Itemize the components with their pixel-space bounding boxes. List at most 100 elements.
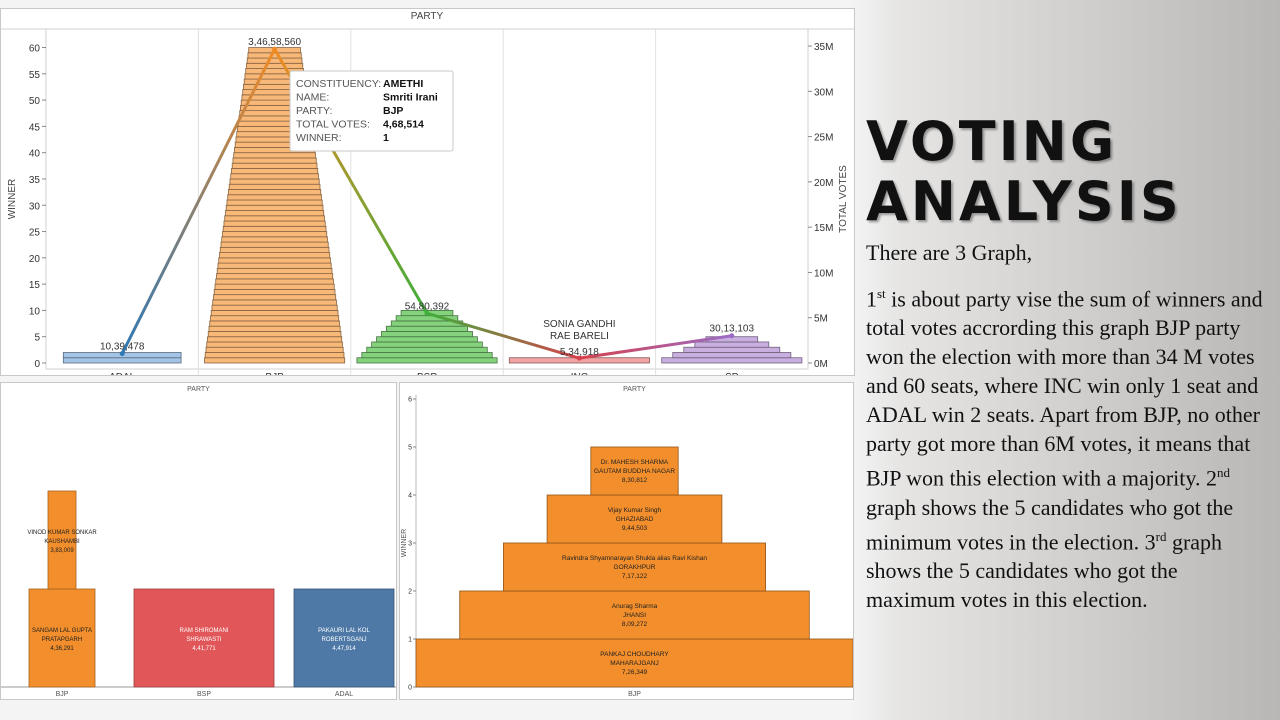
candidate-name: VINOD KUMAR SONKAR	[27, 530, 97, 536]
total-votes-point-adal	[119, 351, 125, 357]
candidate-name: SANGAM LAL GUPTA	[32, 628, 92, 634]
winner-segment-bjp	[232, 157, 317, 164]
y-axis-label: WINNER	[7, 179, 18, 220]
winner-segment-bjp	[220, 241, 329, 248]
x-tick-label: BSP	[197, 691, 211, 698]
total-votes-line-segment	[120, 48, 276, 355]
ordinal-1: 1	[866, 286, 877, 312]
tooltip-value: BJP	[383, 105, 403, 117]
candidate-bar	[503, 542, 767, 592]
vote-label-bjp: 3,46,58,560	[248, 37, 301, 48]
candidate-votes: 7,17,122	[622, 573, 648, 580]
candidate-bar-bsp	[133, 588, 275, 688]
winner-segment-bjp	[246, 62, 304, 69]
vote-label-bsp: 54,80,392	[405, 301, 450, 312]
y-tick-label: 60	[29, 44, 41, 55]
x-tick-label: BJP	[56, 691, 69, 698]
winner-segment-bjp	[229, 178, 320, 185]
tooltip-value: Smriti Irani	[383, 92, 438, 104]
vote-label-inc: 5,34,918	[560, 347, 599, 358]
y2-tick-label: 5M	[814, 314, 828, 325]
winner-segment-sp	[683, 346, 781, 353]
y-tick-label: 5	[408, 445, 412, 452]
winner-segment-sp	[661, 357, 803, 364]
x-tick-label: ADAL	[335, 691, 353, 698]
y-tick-label: 55	[29, 70, 41, 81]
y2-tick-label: 0M	[814, 359, 828, 370]
winner-segment-bjp	[225, 204, 324, 211]
y-tick-label: 0	[34, 359, 40, 370]
x-tick-label: BJP	[265, 372, 284, 376]
winner-segment-bjp	[211, 304, 338, 311]
candidate-bar-adal	[293, 588, 395, 688]
y2-tick-label: 25M	[814, 133, 833, 144]
y2-tick-label: 30M	[814, 87, 833, 98]
candidate-constituency: GORAKHPUR	[614, 564, 656, 571]
winner-segment-bjp	[205, 346, 344, 353]
total-votes-point-bsp	[424, 310, 430, 316]
description: There are 3 Graph, 1st is about party vi…	[866, 238, 1266, 614]
chart-title: PARTY	[623, 386, 646, 393]
tooltip-box	[289, 70, 454, 152]
candidate-votes: 3,83,009	[50, 548, 74, 554]
y-tick-label: 10	[29, 306, 41, 317]
winner-segment-bjp	[204, 352, 345, 359]
tooltip-key: WINNER:	[296, 132, 342, 144]
y2-tick-label: 10M	[814, 268, 833, 279]
candidate-name: RAM SHIROMANI	[179, 628, 228, 634]
candidate-bar-bjp	[47, 490, 77, 590]
candidate-bar	[459, 590, 810, 640]
winner-segment-bjp	[231, 168, 319, 175]
tooltip-key: NAME:	[296, 92, 329, 104]
candidate-constituency: SHRAWASTI	[186, 637, 222, 643]
candidate-name: Vijay Kumar Singh	[608, 507, 662, 514]
winner-segment-bjp	[224, 215, 325, 222]
candidate-name: Dr. MAHESH SHARMA	[601, 459, 669, 466]
winner-segment-bjp	[210, 315, 340, 322]
ordinal-1-suffix: st	[877, 286, 886, 301]
y-tick-label: 2	[408, 589, 412, 596]
y-tick-label: 30	[29, 201, 41, 212]
winner-segment-bjp	[213, 288, 336, 296]
max-votes-candidates-chart: PARTY WINNER 0 1 2 3 4 5 6 PANKAJ CHOUDHARY MAHARA…	[399, 382, 854, 700]
total-votes-point-inc	[576, 355, 582, 361]
candidate-votes: 4,41,771	[192, 646, 216, 652]
tooltip-value: 1	[383, 132, 389, 144]
winner-segment-bjp	[221, 236, 328, 243]
winner-segment-bjp	[210, 310, 339, 317]
winner-segment-bjp	[227, 194, 322, 201]
winner-segment-bjp	[207, 336, 343, 343]
x-tick-label: SP	[725, 372, 739, 376]
winner-segment-sp	[672, 352, 792, 359]
winner-segment-bjp	[225, 210, 325, 217]
x-tick-label: BSP	[417, 372, 437, 376]
winner-segment-bjp	[213, 294, 337, 301]
title-line-2: ANALYSIS	[866, 170, 1182, 233]
candidate-votes: 4,36,291	[50, 646, 74, 652]
x-tick-label: ADAL	[109, 372, 136, 376]
tooltip-key: TOTAL VOTES:	[296, 119, 370, 131]
winner-segment-bsp	[356, 357, 498, 364]
winner-segment-bjp	[228, 189, 322, 196]
candidate-votes: 4,47,914	[332, 646, 356, 652]
y-tick-label: 20	[29, 254, 41, 265]
y-tick-label: 3	[408, 541, 412, 548]
winner-segment-bjp	[228, 183, 321, 190]
y-tick-label: 6	[408, 397, 412, 404]
candidate-bar	[415, 638, 853, 688]
winner-segment-bjp	[214, 283, 335, 290]
y-tick-label: 1	[408, 637, 412, 644]
winner-segment-bjp	[209, 320, 340, 327]
candidate-bar	[546, 494, 723, 544]
winner-segment-bjp	[218, 257, 331, 264]
candidate-name: Anurag Sharma	[612, 603, 658, 610]
winner-segment-bjp	[246, 57, 303, 64]
winner-segment-bjp	[247, 52, 302, 59]
candidate-votes: 8,09,272	[622, 621, 648, 628]
ordinal-3-suffix: rd	[1155, 528, 1167, 544]
candidate-votes: 9,44,503	[622, 525, 648, 532]
candidate-bar	[590, 446, 679, 496]
winner-segment-bjp	[204, 357, 346, 364]
vote-label-sp: 30,13,103	[710, 324, 755, 335]
winner-segment-bsp	[366, 346, 488, 353]
